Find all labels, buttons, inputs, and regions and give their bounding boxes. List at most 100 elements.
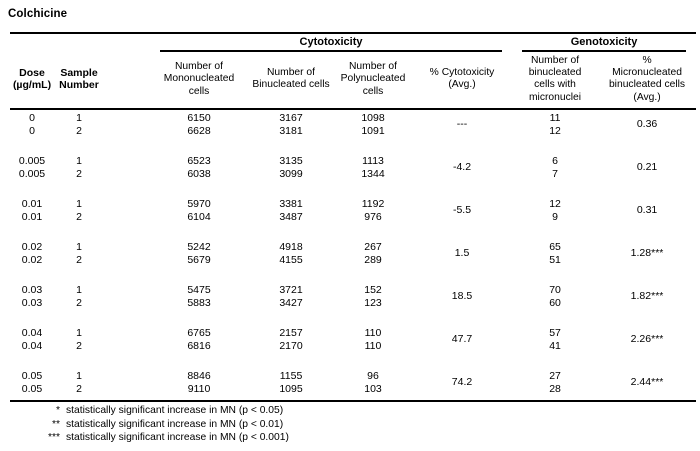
spacer-cell bbox=[104, 168, 150, 181]
spacer-cell bbox=[104, 340, 150, 353]
dose-cell: 0.02 bbox=[21, 240, 43, 253]
mononucleated-cell: 6104 bbox=[187, 210, 211, 223]
mononucleated-cell: 5679 bbox=[187, 253, 211, 266]
group-header-empty bbox=[10, 34, 150, 52]
micronuclei-cell: 65 bbox=[549, 240, 561, 253]
spacer-cell bbox=[104, 109, 150, 125]
group-gap bbox=[10, 181, 696, 196]
dose-group-6: 0.05 1 8846 1155 96 74.2 27 2.44*** 0.05… bbox=[10, 368, 696, 400]
col-header-sample: Sample Number bbox=[54, 52, 104, 110]
spacer-cell bbox=[104, 153, 150, 168]
micronuclei-cell: 57 bbox=[549, 326, 561, 339]
polynucleated-cell: 123 bbox=[364, 296, 382, 309]
dose-group-2: 0.01 1 5970 3381 1192 -5.5 12 0.31 0.01 … bbox=[10, 196, 696, 239]
micronuclei-cell: 7 bbox=[552, 167, 558, 180]
group-gap bbox=[10, 396, 696, 400]
dose-cell: 0.005 bbox=[18, 154, 46, 167]
polynucleated-cell: 1091 bbox=[361, 124, 385, 137]
binucleated-cell: 2170 bbox=[279, 339, 303, 352]
polynucleated-cell: 110 bbox=[364, 339, 382, 352]
polynucleated-cell: 1344 bbox=[361, 167, 385, 180]
polynucleated-cell: 976 bbox=[364, 210, 382, 223]
genotoxicity-label: Genotoxicity bbox=[570, 36, 638, 48]
dose-cell: 0.05 bbox=[21, 369, 43, 382]
spacer-cell bbox=[104, 383, 150, 396]
dose-cell: 0.01 bbox=[21, 210, 43, 223]
mononucleated-cell: 9110 bbox=[187, 382, 211, 395]
mononucleated-cell: 8846 bbox=[187, 369, 211, 382]
dose-cell: 0.04 bbox=[21, 326, 43, 339]
binucleated-cell: 4918 bbox=[279, 240, 303, 253]
binucleated-cell: 3381 bbox=[279, 197, 303, 210]
polynucleated-cell: 1113 bbox=[362, 154, 384, 167]
sample-cell: 2 bbox=[76, 296, 82, 309]
table-row: 0.03 1 5475 3721 152 18.5 70 1.82*** bbox=[10, 282, 696, 303]
table-row: 0.05 1 8846 1155 96 74.2 27 2.44*** bbox=[10, 368, 696, 389]
binucleated-cell: 3427 bbox=[279, 296, 303, 309]
micronucleated-avg-cell: 1.28*** bbox=[630, 247, 664, 260]
polynucleated-cell: 267 bbox=[364, 240, 382, 253]
group-gap bbox=[10, 310, 696, 325]
table-row: 0.01 1 5970 3381 1192 -5.5 12 0.31 bbox=[10, 196, 696, 217]
binucleated-cell: 1095 bbox=[279, 382, 303, 395]
table-row: 0.02 2 5679 4155 289 51 bbox=[10, 254, 696, 267]
polynucleated-cell: 110 bbox=[364, 326, 382, 339]
cytotoxicity-avg-cell: 18.5 bbox=[451, 290, 473, 303]
table-row: 0.05 2 9110 1095 103 28 bbox=[10, 383, 696, 396]
cytotoxicity-avg-cell: --- bbox=[456, 118, 468, 131]
dose-cell: 0.03 bbox=[21, 283, 43, 296]
polynucleated-cell: 103 bbox=[364, 382, 382, 395]
sample-cell: 1 bbox=[76, 369, 82, 382]
binucleated-cell: 3181 bbox=[279, 124, 303, 137]
dose-cell: 0 bbox=[29, 111, 35, 124]
micronucleated-avg-cell: 2.44*** bbox=[630, 376, 664, 389]
cytotoxicity-avg-cell: -5.5 bbox=[452, 204, 472, 217]
page-title: Colchicine bbox=[8, 8, 68, 20]
sample-cell: 1 bbox=[76, 154, 82, 167]
binucleated-cell: 3721 bbox=[279, 283, 303, 296]
dose-cell: 0.005 bbox=[18, 167, 46, 180]
cytotoxicity-avg-cell: 74.2 bbox=[451, 376, 473, 389]
dose-cell: 0.04 bbox=[21, 339, 43, 352]
col-header-micronuclei: Number of binucleated cells with micronu… bbox=[512, 52, 599, 110]
binucleated-cell: 3167 bbox=[279, 111, 303, 124]
footnote-text: statistically significant increase in MN… bbox=[66, 418, 284, 430]
group-header-cytotoxicity: Cytotoxicity bbox=[150, 34, 512, 52]
cytotoxicity-label: Cytotoxicity bbox=[299, 36, 363, 48]
spacer-cell bbox=[104, 196, 150, 211]
binucleated-cell: 2157 bbox=[279, 326, 303, 339]
micronucleated-avg-cell: 0.31 bbox=[636, 204, 658, 217]
micronucleated-avg-cell: 0.36 bbox=[636, 118, 658, 131]
cytotoxicity-avg-cell: 47.7 bbox=[451, 333, 473, 346]
footnote: * statistically significant increase in … bbox=[8, 404, 700, 418]
group-gap bbox=[10, 267, 696, 282]
col-header-binucleated: Number of Binucleated cells bbox=[248, 52, 334, 110]
spacer-cell bbox=[104, 239, 150, 254]
table-row: 0.02 1 5242 4918 267 1.5 65 1.28*** bbox=[10, 239, 696, 260]
micronucleated-avg-cell: 2.26*** bbox=[630, 333, 664, 346]
sample-cell: 1 bbox=[76, 240, 82, 253]
mononucleated-cell: 6038 bbox=[187, 167, 211, 180]
spacer-cell bbox=[104, 325, 150, 340]
spacer-cell bbox=[104, 282, 150, 297]
micronuclei-cell: 27 bbox=[549, 369, 561, 382]
sample-cell: 1 bbox=[76, 283, 82, 296]
group-gap bbox=[10, 138, 696, 153]
footnotes: * statistically significant increase in … bbox=[8, 404, 700, 445]
micronuclei-cell: 12 bbox=[549, 197, 561, 210]
binucleated-cell: 4155 bbox=[279, 253, 303, 266]
micronuclei-cell: 41 bbox=[549, 339, 561, 352]
dose-group-4: 0.03 1 5475 3721 152 18.5 70 1.82*** 0.0… bbox=[10, 282, 696, 325]
spacer-cell bbox=[104, 254, 150, 267]
table-row: 0.04 2 6816 2170 110 41 bbox=[10, 340, 696, 353]
results-table: Cytotoxicity Genotoxicity Dose (µg/mL) S… bbox=[10, 34, 697, 400]
micronuclei-cell: 11 bbox=[549, 111, 561, 124]
table-row: 0.01 2 6104 3487 976 9 bbox=[10, 211, 696, 224]
sample-cell: 1 bbox=[76, 197, 82, 210]
dose-cell: 0.05 bbox=[21, 382, 43, 395]
dose-group-5: 0.04 1 6765 2157 110 47.7 57 2.26*** 0.0… bbox=[10, 325, 696, 368]
table-row: 0.03 2 5883 3427 123 60 bbox=[10, 297, 696, 310]
polynucleated-cell: 289 bbox=[364, 253, 382, 266]
micronuclei-cell: 9 bbox=[552, 210, 558, 223]
